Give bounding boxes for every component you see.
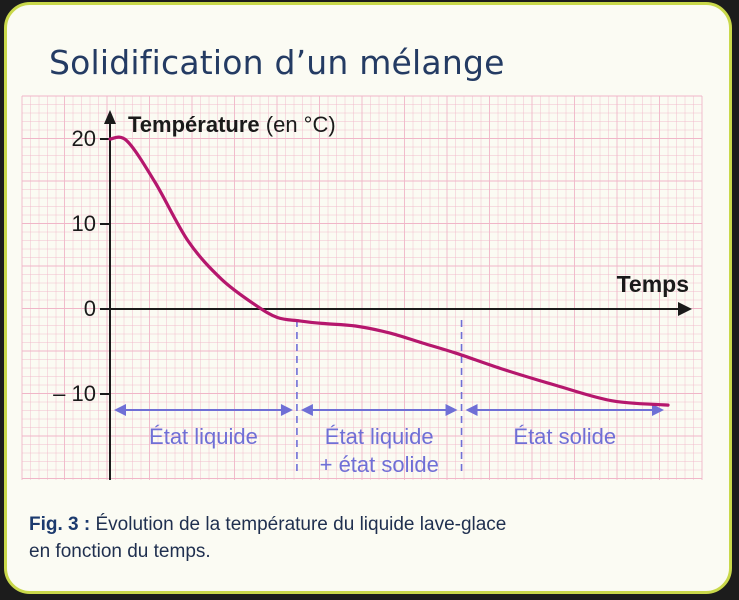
figure-card: Solidification d’un mélange Fig. 3 : Évo…: [4, 2, 732, 594]
figure-caption: Fig. 3 : Évolution de la température du …: [29, 511, 669, 565]
phase-label: État liquide: [149, 424, 258, 449]
y-tick-label: 0: [84, 296, 96, 321]
phase-arrowhead-left: [300, 404, 313, 416]
phase-arrowhead-left: [465, 404, 478, 416]
phase-arrowhead-right: [652, 404, 664, 416]
caption-line-2: en fonction du temps.: [29, 541, 211, 562]
phase-label-line-1: État liquide: [325, 424, 434, 449]
phase-arrowhead-left: [114, 404, 126, 416]
y-tick-label: 10: [72, 211, 96, 236]
axes: Température (en °C) Temps: [104, 110, 692, 480]
grid: [21, 95, 703, 480]
y-tick-label: – 10: [53, 381, 96, 406]
phase-label: État solide: [513, 424, 616, 449]
x-axis-arrowhead: [678, 302, 692, 316]
phase-arrowhead-right: [445, 404, 458, 416]
y-tick-label: 20: [72, 126, 96, 151]
caption-line-1: Évolution de la température du liquide l…: [90, 514, 507, 535]
temperature-curve: [108, 135, 670, 407]
x-axis-label: Temps: [617, 271, 689, 297]
y-ticks: 20 10 0 – 10: [53, 126, 110, 406]
phase-label-line-2: + état solide: [320, 452, 439, 477]
figure-label: Fig. 3 :: [29, 514, 91, 535]
page-title: Solidification d’un mélange: [49, 43, 505, 82]
y-axis-label: Température (en °C): [128, 112, 336, 137]
phase-annotations: État liquide État liquide + état solide Éta…: [114, 320, 664, 477]
y-axis-arrowhead: [104, 110, 116, 124]
phase-arrowhead-right: [280, 404, 293, 416]
